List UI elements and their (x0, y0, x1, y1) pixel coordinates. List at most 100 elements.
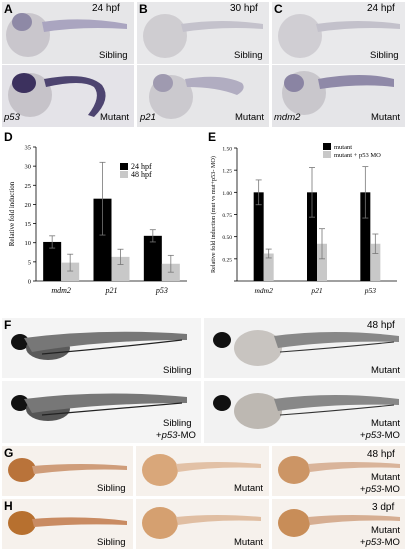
mo-label: +p53-MO (360, 537, 400, 548)
panel-f-mutant (204, 318, 405, 378)
legend-label: mutant + p53 MO (334, 152, 381, 159)
embryo-image (6, 13, 127, 57)
y-tick-label: 1.00 (222, 191, 232, 197)
sibling-label: Sibling (370, 50, 399, 61)
bar (61, 262, 80, 281)
panel-a-mutant (2, 65, 134, 127)
sibling-mo-label: Sibling (163, 418, 192, 429)
panel-letter-b: B (139, 2, 148, 16)
category-label: p53 (364, 286, 377, 295)
gene-label-mdm2: mdm2 (274, 112, 301, 123)
sibling-label: Sibling (99, 50, 128, 61)
bar (263, 253, 274, 281)
time-label: 30 hpf (230, 3, 258, 14)
legend-label: 48 hpf (131, 170, 152, 179)
larva-image (278, 456, 400, 484)
legend-swatch (323, 151, 331, 158)
panel-h-sibling (2, 499, 133, 549)
y-axis-label: Relative fold induction (mut vs mut+p53-… (210, 156, 217, 273)
panel-b-sibling (137, 2, 269, 64)
y-tick-label: 0.75 (222, 213, 232, 219)
mutant-mo-label: Mutant (371, 418, 401, 429)
sibling-label: Sibling (97, 537, 126, 548)
mutant-mo-label: Mutant (371, 525, 401, 536)
mutant-mo-label: Mutant (371, 472, 401, 483)
time-label: 3 dpf (372, 502, 395, 513)
legend-swatch (120, 171, 128, 178)
category-label: p21 (105, 286, 118, 295)
legend-swatch (323, 143, 331, 150)
larva-image (8, 458, 127, 482)
panel-letter-h: H (4, 499, 13, 513)
y-tick-label: 25 (25, 183, 32, 190)
panel-f-mutant-mo (204, 381, 405, 443)
y-tick-label: 0.25 (222, 257, 232, 263)
bar (111, 256, 130, 281)
legend-label: mutant (334, 144, 352, 151)
mutant-label: Mutant (234, 537, 264, 548)
panel-g-mutant (136, 446, 269, 496)
bar (307, 192, 317, 281)
bar (253, 192, 264, 281)
time-label: 48 hpf (367, 449, 395, 460)
mo-label: +p53-MO (360, 430, 400, 441)
panel-g-sibling (2, 446, 133, 496)
chart-d: 0 5 10 15 20 25 30 35 Relative fold induction mdm… (8, 145, 187, 295)
bar (370, 243, 381, 281)
larva-image (11, 331, 187, 360)
mutant-label: Mutant (234, 483, 264, 494)
mutant-label: Mutant (100, 112, 130, 123)
panel-letter-g: G (4, 446, 14, 460)
larva-image (11, 393, 187, 421)
panel-g-mutant-mo (272, 446, 405, 496)
y-tick-label: 0 (28, 279, 31, 286)
larva-image (142, 507, 261, 539)
category-label: p21 (310, 286, 322, 295)
bar (360, 192, 371, 281)
larva-image (8, 511, 127, 535)
embryo-image (8, 73, 106, 117)
panel-f-sibling (2, 318, 201, 378)
sibling-label: Sibling (97, 483, 126, 494)
larva-image (278, 509, 400, 537)
embryo-image (143, 14, 263, 58)
panel-b-mutant (137, 65, 269, 127)
embryo-image (282, 71, 394, 115)
panel-letter-d: D (4, 130, 13, 144)
gene-label-p21: p21 (140, 112, 156, 123)
mutant-label: Mutant (371, 112, 401, 123)
time-label: 48 hpf (367, 320, 395, 331)
category-label: mdm2 (254, 286, 273, 295)
mo-label: +p53-MO (360, 484, 400, 495)
larva-image (142, 454, 261, 486)
gene-label-p53: p53 (4, 112, 20, 123)
chart-e: 0.25 0.50 0.75 1.00 1.25 1.50 Relative fold in… (210, 143, 397, 295)
sibling-label: Sibling (234, 50, 263, 61)
embryo-image (278, 14, 400, 58)
time-label: 24 hpf (92, 3, 120, 14)
category-label: mdm2 (51, 286, 71, 295)
y-tick-label: 15 (25, 221, 32, 228)
larva-image (213, 393, 399, 429)
panel-h-mutant-mo (272, 499, 405, 549)
y-tick-label: 0.50 (222, 235, 232, 241)
panel-letter-a: A (4, 2, 13, 16)
y-axis-label: Relative fold induction (8, 181, 16, 246)
bar (143, 235, 162, 281)
y-tick-label: 30 (25, 164, 32, 171)
bar (43, 241, 62, 281)
legend-label: 24 hpf (131, 162, 152, 171)
embryo-image (149, 74, 244, 119)
panel-a-sibling (2, 2, 134, 64)
larva-image (213, 330, 399, 366)
panel-letter-e: E (208, 130, 217, 144)
time-label: 24 hpf (367, 3, 395, 14)
panel-c-mutant (272, 65, 405, 127)
y-tick-label: 1.25 (222, 169, 232, 175)
y-tick-label: 10 (25, 240, 32, 247)
category-label: p53 (155, 286, 168, 295)
y-tick-label: 20 (25, 202, 32, 209)
panel-f-sibling-mo (2, 381, 201, 443)
panel-letter-c: C (274, 2, 283, 16)
panel-c-sibling (272, 2, 405, 64)
